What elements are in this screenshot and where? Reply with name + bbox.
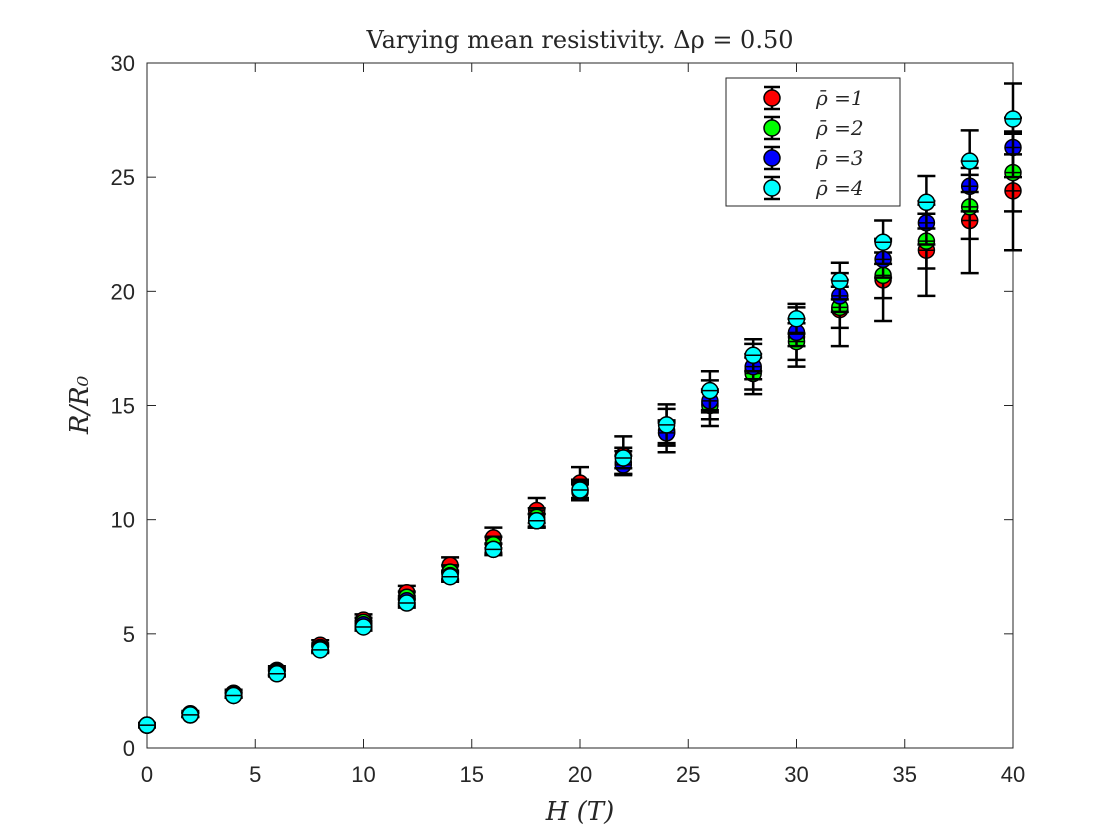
y-tick-label: 10: [111, 508, 135, 533]
legend-label: ρ̄ =4: [815, 176, 864, 200]
legend: ρ̄ =1 ρ̄ =2 ρ̄ =3 ρ̄ =4: [725, 77, 901, 207]
x-tick-label: 20: [568, 762, 592, 787]
legend-label: ρ̄ =2: [815, 116, 864, 140]
legend-marker: [763, 119, 781, 137]
y-axis-label: R/R₀: [65, 375, 95, 435]
legend-entry-3: ρ̄ =3: [763, 145, 864, 171]
x-tick-label: 10: [351, 762, 375, 787]
legend-marker: [763, 89, 781, 107]
chart-title: Varying mean resistivity. Δρ = 0.50: [365, 26, 793, 54]
x-axis-label: H (T): [545, 797, 615, 827]
legend-entry-4: ρ̄ =4: [763, 175, 864, 201]
y-tick-label: 15: [111, 394, 135, 419]
y-tick-label: 20: [111, 279, 135, 304]
legend-label: ρ̄ =3: [815, 146, 864, 170]
legend-marker: [763, 149, 781, 167]
y-tick-label: 25: [111, 165, 135, 190]
y-tick-label: 0: [123, 736, 135, 761]
x-tick-label: 25: [676, 762, 700, 787]
x-tick-label: 5: [249, 762, 261, 787]
y-tick-label: 30: [111, 51, 135, 76]
x-tick-label: 40: [1001, 762, 1025, 787]
legend-entry-2: ρ̄ =2: [763, 115, 864, 141]
x-tick-label: 35: [893, 762, 917, 787]
legend-entry-1: ρ̄ =1: [763, 85, 864, 111]
legend-box: [725, 77, 901, 207]
x-tick-label: 15: [460, 762, 484, 787]
y-tick-label: 5: [123, 622, 135, 647]
x-tick-label: 0: [141, 762, 153, 787]
legend-marker: [763, 179, 781, 197]
series-4: [138, 82, 1022, 734]
x-tick-label: 30: [784, 762, 808, 787]
legend-label: ρ̄ =1: [815, 86, 864, 110]
